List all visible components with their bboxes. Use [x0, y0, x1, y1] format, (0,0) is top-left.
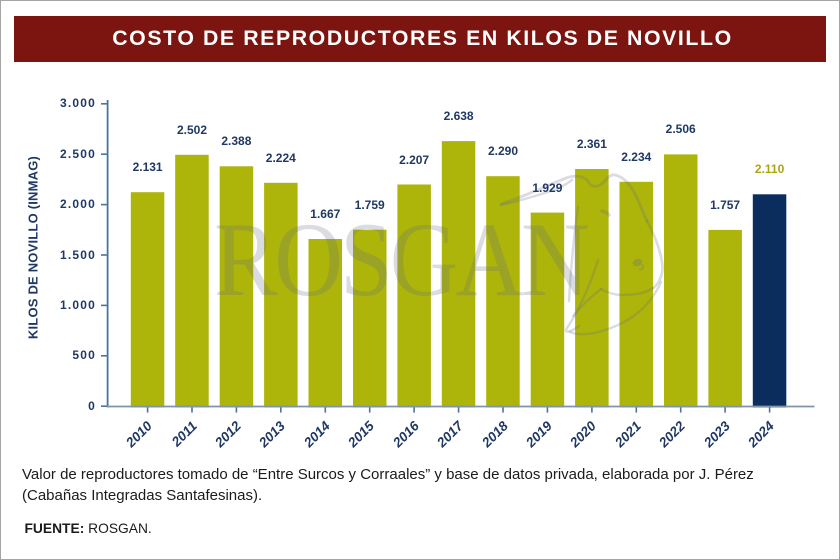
svg-text:ROSGAN: ROSGAN: [214, 202, 588, 319]
